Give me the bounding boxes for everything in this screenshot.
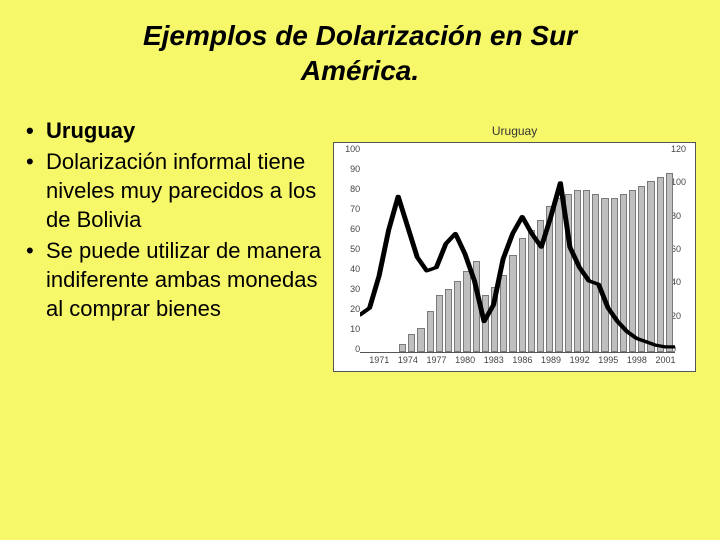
bar <box>666 173 673 352</box>
title-line-1: Ejemplos de Dolarización en Sur <box>143 20 577 51</box>
bar <box>399 344 406 352</box>
x-tick: 1980 <box>455 355 475 365</box>
bar <box>601 198 608 352</box>
bar <box>500 275 507 352</box>
bar <box>574 190 581 352</box>
bar <box>417 328 424 352</box>
list-item-text: Dolarización informal tiene niveles muy … <box>46 149 316 232</box>
bar <box>408 334 415 352</box>
bars-group <box>360 149 675 352</box>
chart-title: Uruguay <box>333 124 696 138</box>
chart-box: 0102030405060708090100 020406080100120 1… <box>333 142 696 372</box>
bar <box>482 295 489 352</box>
bar <box>565 194 572 352</box>
bar <box>528 230 535 352</box>
chart-container: Uruguay 0102030405060708090100 020406080… <box>333 116 696 372</box>
bullet-list: Uruguay Dolarización informal tiene nive… <box>24 116 323 325</box>
y-tick-left: 40 <box>336 264 360 274</box>
bar <box>583 190 590 352</box>
y-tick-left: 30 <box>336 284 360 294</box>
x-tick: 1977 <box>426 355 446 365</box>
list-item-text: Uruguay <box>46 118 135 143</box>
bar <box>592 194 599 352</box>
bar <box>546 206 553 352</box>
bar <box>537 220 544 352</box>
plot-area <box>360 149 675 353</box>
slide-title: Ejemplos de Dolarización en Sur América. <box>24 18 696 88</box>
y-tick-left: 100 <box>336 144 360 154</box>
x-tick: 1989 <box>541 355 561 365</box>
y-tick-left: 0 <box>336 344 360 354</box>
bar <box>620 194 627 352</box>
list-item: Se puede utilizar de manera indiferente … <box>24 236 323 323</box>
list-item: Dolarización informal tiene niveles muy … <box>24 147 323 234</box>
bar <box>647 181 654 352</box>
x-tick: 1983 <box>484 355 504 365</box>
y-tick-left: 90 <box>336 164 360 174</box>
bar <box>463 271 470 352</box>
slide-body: Uruguay Dolarización informal tiene nive… <box>24 116 696 372</box>
bar <box>427 311 434 352</box>
y-tick-left: 70 <box>336 204 360 214</box>
x-axis: 1971 1974 1977 1980 1983 1986 1989 1992 1995 1998… <box>360 353 675 371</box>
y-tick-left: 60 <box>336 224 360 234</box>
x-tick: 2001 <box>655 355 675 365</box>
x-tick: 1995 <box>598 355 618 365</box>
list-item-text: Se puede utilizar de manera indiferente … <box>46 238 321 321</box>
x-tick: 1974 <box>398 355 418 365</box>
y-axis-left: 0102030405060708090100 <box>336 149 360 349</box>
bar <box>629 190 636 352</box>
slide: Ejemplos de Dolarización en Sur América.… <box>0 0 720 540</box>
x-tick: 1971 <box>369 355 389 365</box>
title-line-2: América. <box>301 55 419 86</box>
y-tick-left: 10 <box>336 324 360 334</box>
bar <box>436 295 443 352</box>
x-tick: 1986 <box>512 355 532 365</box>
bar <box>657 177 664 352</box>
bar <box>454 281 461 352</box>
bar <box>555 198 562 352</box>
list-item: Uruguay <box>24 116 323 145</box>
y-tick-left: 80 <box>336 184 360 194</box>
x-tick: 1992 <box>570 355 590 365</box>
bar <box>445 289 452 352</box>
bar <box>473 261 480 352</box>
bar <box>509 255 516 352</box>
bar <box>519 238 526 352</box>
bar <box>611 198 618 352</box>
bar <box>638 186 645 352</box>
bar <box>491 287 498 352</box>
x-tick: 1998 <box>627 355 647 365</box>
y-tick-left: 20 <box>336 304 360 314</box>
y-tick-left: 50 <box>336 244 360 254</box>
